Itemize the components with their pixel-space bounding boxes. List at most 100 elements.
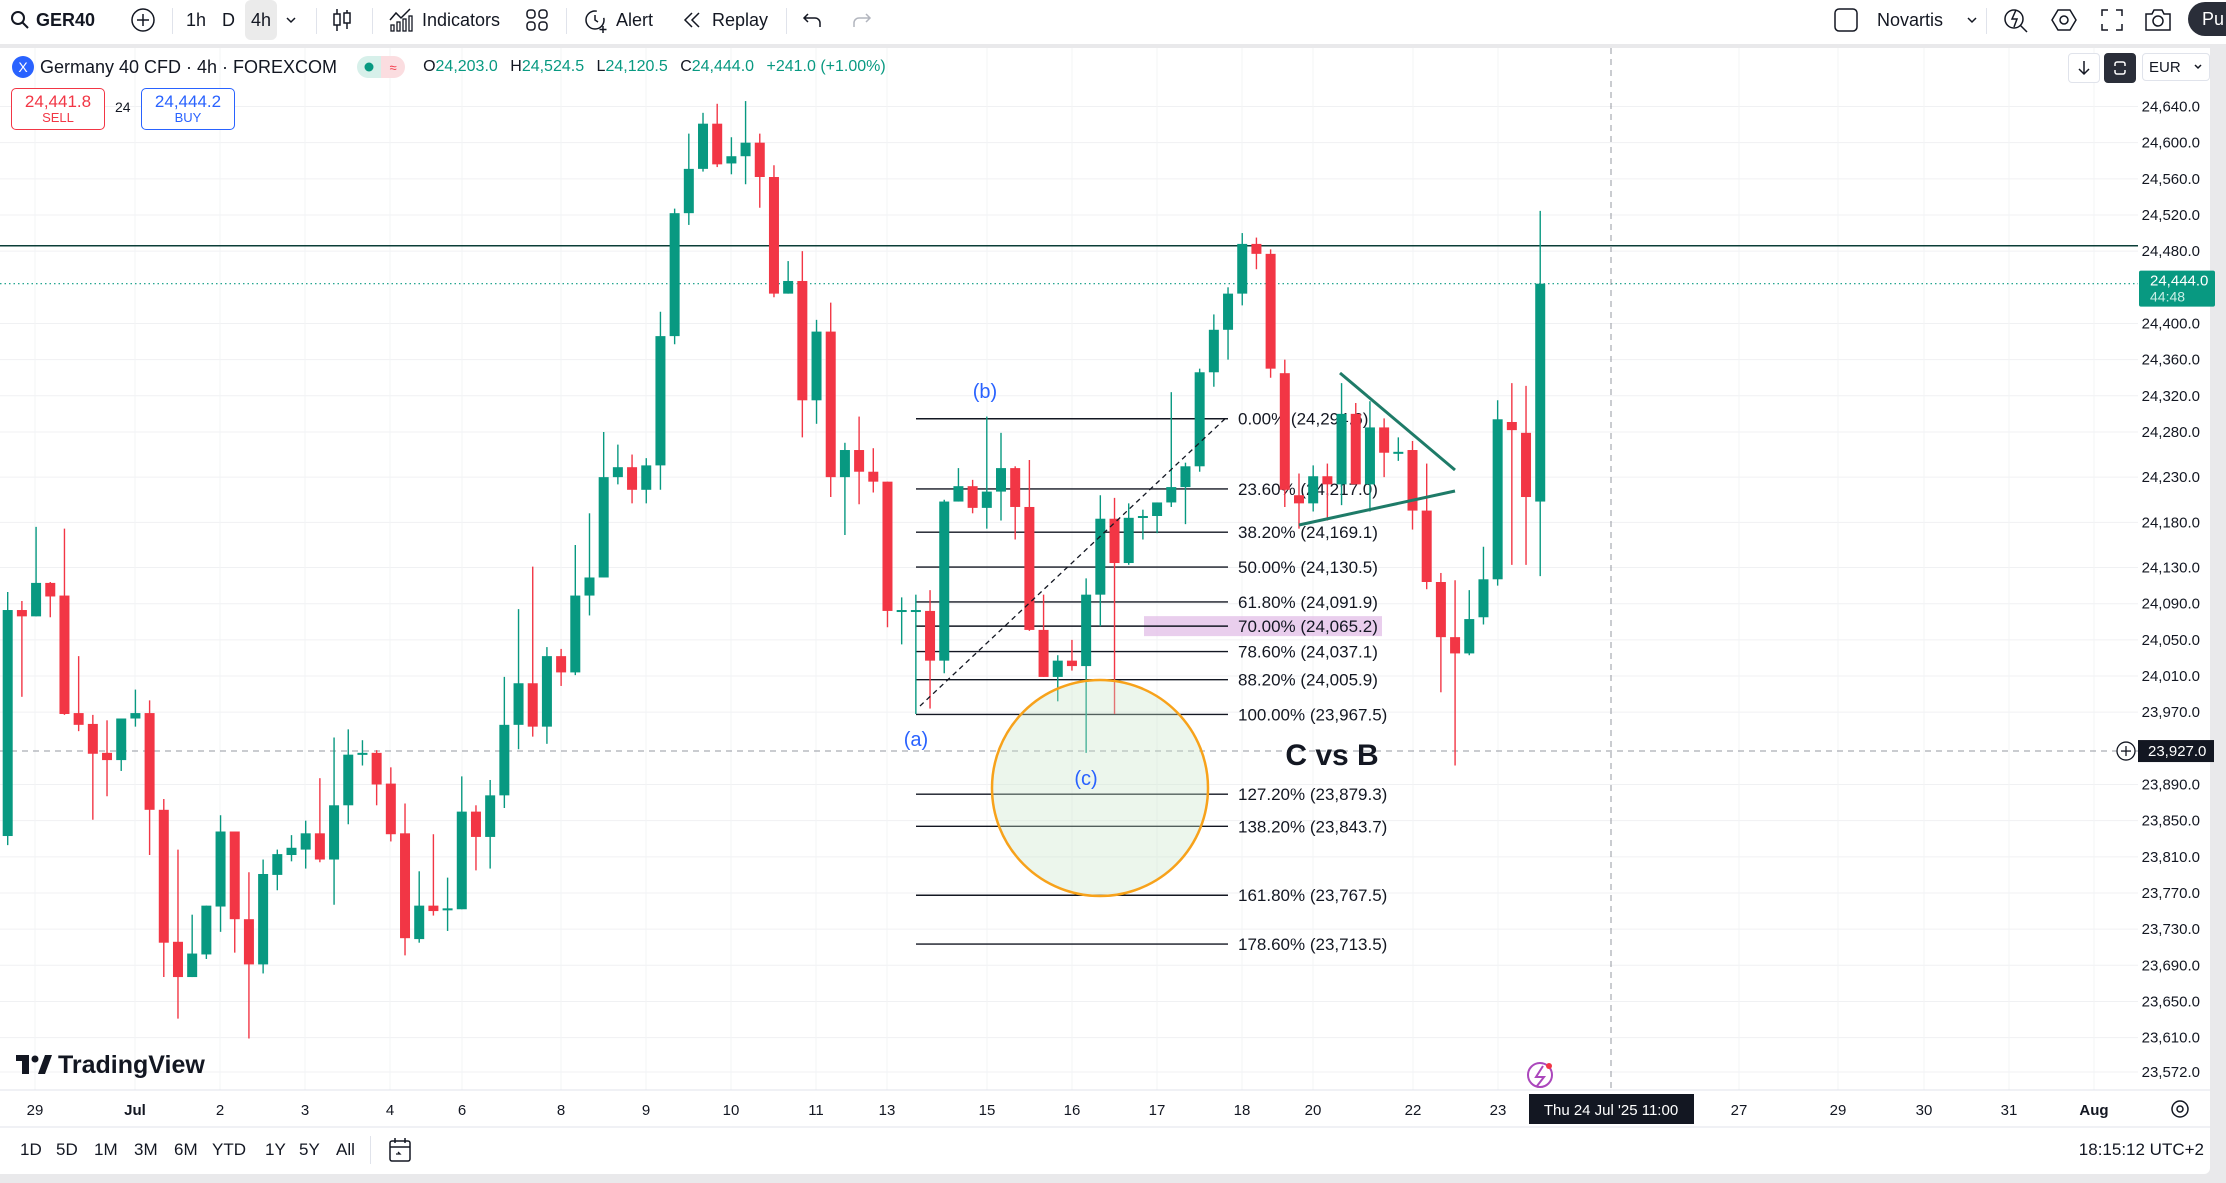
candle	[627, 454, 638, 504]
fib-trend-line[interactable]	[919, 415, 1229, 707]
candle	[1506, 383, 1517, 565]
price-tick-label: 23,650.0	[2142, 993, 2200, 1010]
candle-body	[981, 491, 992, 508]
tradingview-logo[interactable]: TradingView	[16, 1051, 205, 1079]
divider	[372, 8, 373, 34]
candle-body	[2, 610, 13, 837]
wave-label-a[interactable]: (a)	[904, 729, 928, 751]
candle-body	[882, 481, 893, 611]
range-1m[interactable]: 1M	[94, 1140, 118, 1159]
fullscreen-button[interactable]	[2100, 0, 2124, 40]
interval-4h[interactable]: 4h	[245, 0, 278, 40]
candle	[1293, 473, 1304, 529]
fibonacci-retracement[interactable]: 0.00% (24,294.6) 23.60% (24,217.0) 38.20% …	[916, 410, 1387, 954]
indicators-button[interactable]: Indicators	[388, 0, 500, 40]
compare-symbol-button[interactable]	[130, 0, 156, 40]
layout-name-dropdown[interactable]: Novartis	[1877, 0, 1979, 40]
candle	[45, 582, 56, 618]
screenshot-button[interactable]	[2144, 0, 2172, 40]
candle	[400, 803, 411, 956]
interval-1h[interactable]: 1h	[186, 9, 207, 30]
candle	[1336, 383, 1347, 506]
candle-body	[116, 718, 127, 761]
interval-d[interactable]: D	[222, 9, 235, 30]
alert-button[interactable]: Alert	[582, 0, 653, 40]
indicators-label: Indicators	[422, 9, 501, 30]
candle	[1478, 546, 1489, 625]
time-tick-label: Jul	[124, 1102, 146, 1119]
buy-button[interactable]: 24,444.2 BUY	[141, 88, 235, 130]
candle-body	[343, 754, 354, 806]
candle-body	[556, 656, 567, 673]
circle-drawing[interactable]	[990, 678, 1210, 898]
candle	[996, 432, 1006, 521]
range-5d[interactable]: 5D	[56, 1140, 78, 1159]
range-ytd[interactable]: YTD	[212, 1140, 246, 1159]
candle-body	[1109, 518, 1120, 564]
candle	[811, 319, 822, 424]
wave-label-b[interactable]: (b)	[973, 381, 997, 403]
fib-level-label: 38.20% (24,169.1)	[1238, 523, 1378, 542]
candle	[1208, 314, 1219, 387]
candle-body	[1393, 451, 1404, 454]
symbol-search-button[interactable]: GER40	[10, 0, 95, 40]
market-open-dot-icon	[357, 56, 382, 78]
range-all[interactable]: All	[336, 1140, 355, 1159]
range-1y[interactable]: 1Y	[265, 1140, 286, 1159]
divider	[370, 1136, 371, 1164]
candle-body	[683, 168, 694, 214]
range-1d[interactable]: 1D	[20, 1140, 42, 1159]
candle-body	[229, 831, 240, 920]
quick-search-icon	[2004, 9, 2028, 33]
candle-body	[1478, 579, 1489, 618]
layouts-button[interactable]	[525, 0, 549, 40]
publish-button[interactable]: Pu	[2188, 2, 2226, 36]
candle-body	[627, 467, 638, 490]
add-alert-plus-icon[interactable]	[2116, 741, 2136, 761]
time-tick-label: 30	[1916, 1102, 1933, 1119]
redo-button[interactable]	[850, 0, 872, 40]
candle	[1038, 594, 1049, 677]
candle	[655, 311, 666, 490]
symbol-title[interactable]: Germany 40 CFD · 4h · FOREXCOM	[40, 56, 338, 77]
auto-scale-button[interactable]	[2104, 53, 2136, 83]
triangle-upper-trendline[interactable]	[1339, 371, 1456, 472]
candle	[158, 798, 169, 978]
candle-body	[1279, 373, 1290, 490]
candle	[726, 137, 737, 175]
quick-search-button[interactable]	[2002, 0, 2030, 40]
range-3m[interactable]: 3M	[134, 1140, 158, 1159]
lightning-event-icon[interactable]	[1527, 1062, 1553, 1088]
market-status-pill[interactable]: ≈	[357, 56, 406, 78]
candle-body	[385, 783, 396, 835]
currency-dropdown[interactable]: EUR	[2142, 53, 2210, 81]
price-tick-label: 23,730.0	[2142, 921, 2200, 938]
candle	[641, 458, 652, 504]
sell-button[interactable]: 24,441.8 SELL	[11, 88, 105, 130]
range-6m[interactable]: 6M	[174, 1140, 198, 1159]
replay-button[interactable]: Replay	[682, 0, 768, 40]
triangle-lower-trendline[interactable]	[1298, 489, 1456, 527]
settings-button[interactable]	[2050, 0, 2078, 40]
candle	[59, 528, 70, 715]
time-axis-settings-icon[interactable]	[2171, 1100, 2189, 1118]
candle-body	[371, 752, 382, 785]
range-5y[interactable]: 5Y	[299, 1140, 320, 1159]
undo-button[interactable]	[802, 0, 824, 40]
annotation-text[interactable]: C vs B	[1285, 739, 1378, 772]
watchlist-checkbox[interactable]	[1833, 0, 1859, 40]
candle	[1350, 403, 1361, 485]
chevron-down-icon	[286, 17, 296, 24]
crosshair-time-text: Thu 24 Jul '25 11:00	[1544, 1102, 1678, 1119]
time-tick-label: 31	[2001, 1102, 2018, 1119]
fib-level-label: 100.00% (23,967.5)	[1238, 705, 1387, 724]
interval-dropdown[interactable]	[284, 0, 298, 40]
candle-body	[868, 471, 879, 482]
chart-type-button[interactable]	[330, 0, 354, 40]
clock-timezone[interactable]: 18:15:12 UTC+2	[2078, 1140, 2204, 1159]
price-axis[interactable]	[2138, 48, 2210, 1090]
wave-label-c[interactable]: (c)	[1074, 768, 1097, 790]
go-to-date-button[interactable]	[388, 1137, 412, 1168]
scroll-to-latest-button[interactable]	[2068, 53, 2100, 83]
